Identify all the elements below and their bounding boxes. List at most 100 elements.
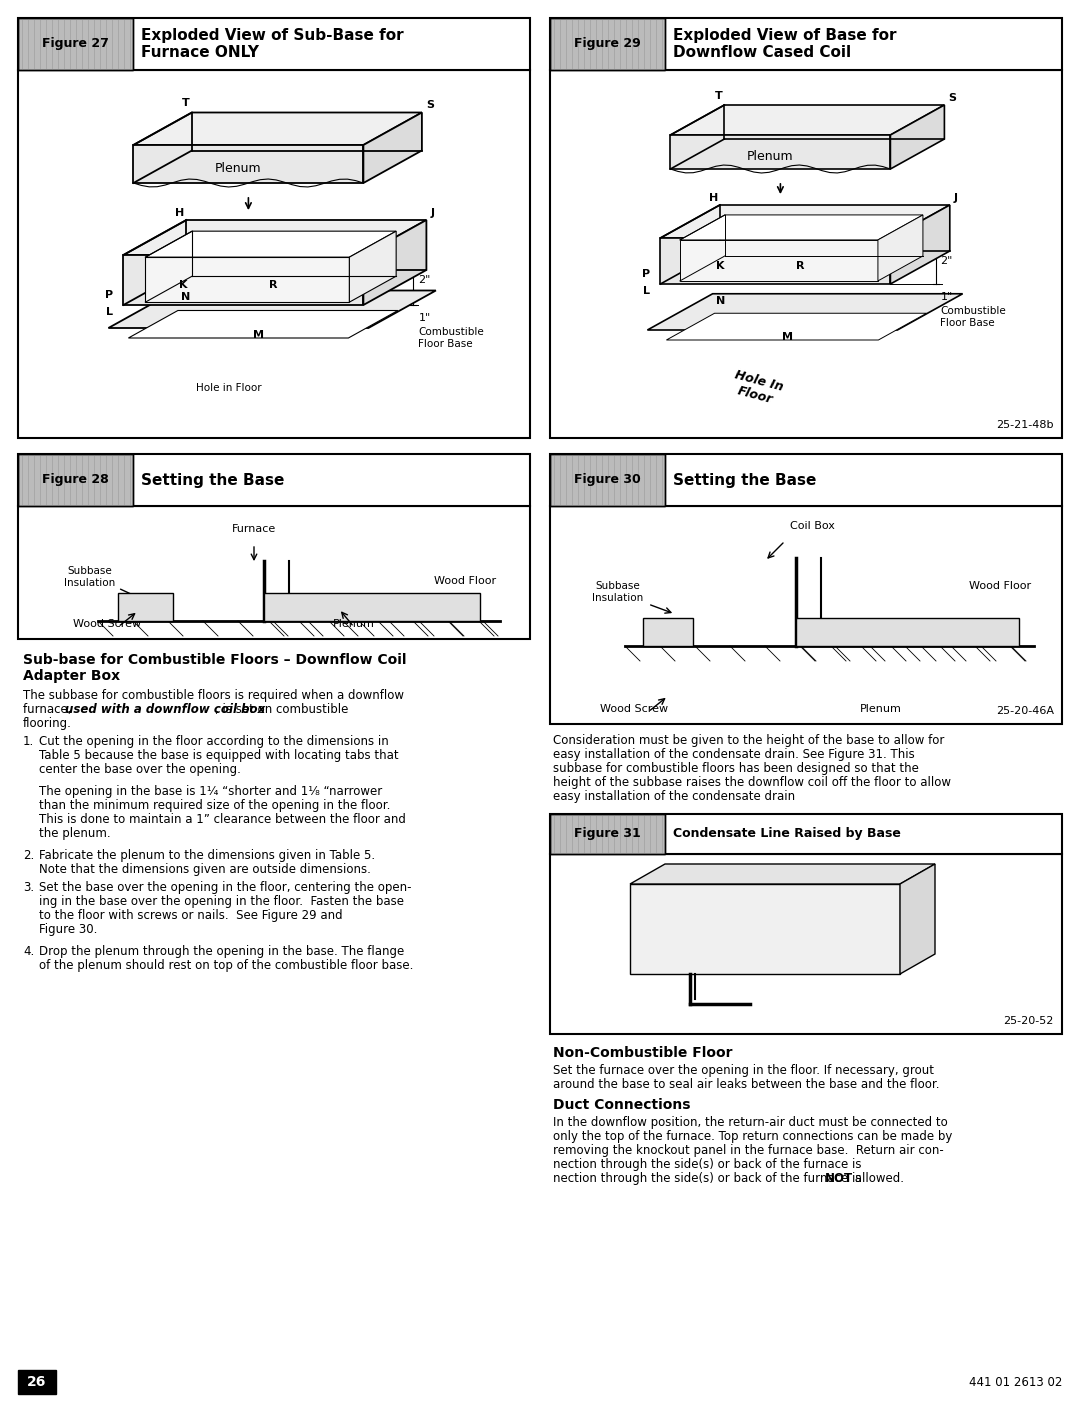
Bar (796, 618, 1020, 646)
Text: 2.: 2. (23, 850, 35, 862)
Text: Plenum: Plenum (747, 150, 794, 164)
Text: Furnace: Furnace (232, 524, 276, 534)
Polygon shape (129, 310, 397, 338)
Text: Figure 30: Figure 30 (575, 474, 640, 486)
Text: Wood Floor: Wood Floor (434, 576, 496, 586)
Bar (264, 593, 480, 621)
Text: used with a downflow coil box: used with a downflow coil box (65, 702, 266, 716)
Text: 4.: 4. (23, 945, 35, 958)
Text: around the base to seal air leaks between the base and the floor.: around the base to seal air leaks betwee… (553, 1078, 940, 1091)
Text: the plenum.: the plenum. (39, 827, 110, 840)
Text: H: H (708, 193, 718, 203)
Text: Cut the opening in the floor according to the dimensions in: Cut the opening in the floor according t… (39, 735, 389, 749)
Polygon shape (146, 257, 349, 303)
Text: Note that the dimensions given are outside dimensions.: Note that the dimensions given are outsi… (39, 864, 370, 876)
Polygon shape (680, 215, 923, 240)
Text: The subbase for combustible floors is required when a downflow: The subbase for combustible floors is re… (23, 688, 404, 702)
Polygon shape (660, 205, 949, 238)
Text: only the top of the furnace. Top return connections can be made by: only the top of the furnace. Top return … (553, 1130, 953, 1143)
Text: Setting the Base: Setting the Base (141, 472, 284, 488)
Text: Subbase
Insulation: Subbase Insulation (592, 580, 644, 603)
Bar (18, 18, 530, 70)
Text: 26: 26 (27, 1375, 46, 1389)
Text: Plenum: Plenum (860, 704, 902, 714)
Bar (18, 506, 530, 639)
Text: K: K (716, 261, 725, 271)
Text: Plenum: Plenum (333, 620, 375, 629)
Text: Set the base over the opening in the floor, centering the open-: Set the base over the opening in the flo… (39, 880, 411, 894)
Text: nection through the side(s) or back of the furnace is: nection through the side(s) or back of t… (553, 1158, 865, 1171)
Bar (118, 593, 173, 621)
Bar (550, 815, 665, 854)
Text: allowed.: allowed. (851, 1172, 904, 1185)
Polygon shape (666, 313, 927, 341)
Polygon shape (890, 205, 949, 285)
Bar (18, 454, 133, 506)
Text: 2": 2" (941, 257, 953, 266)
Text: 1.: 1. (23, 735, 35, 749)
Text: 25-20-52: 25-20-52 (1003, 1016, 1054, 1026)
Text: J: J (954, 193, 958, 203)
Text: R: R (796, 261, 805, 271)
Bar (550, 454, 665, 506)
Text: L: L (644, 286, 650, 296)
Text: Wood Floor: Wood Floor (969, 580, 1031, 592)
Text: Subbase
Insulation: Subbase Insulation (65, 566, 116, 587)
Text: Figure 28: Figure 28 (42, 474, 109, 486)
Bar (630, 885, 900, 974)
Bar (18, 70, 530, 437)
Polygon shape (134, 144, 363, 184)
Text: Exploded View of Sub-Base for
Furnace ONLY: Exploded View of Sub-Base for Furnace ON… (141, 28, 404, 60)
Text: S: S (948, 93, 957, 102)
Text: 1": 1" (418, 313, 431, 322)
Polygon shape (671, 105, 944, 135)
Text: , is set on combustible: , is set on combustible (215, 702, 349, 716)
Polygon shape (146, 231, 396, 257)
Text: Figure 31: Figure 31 (575, 827, 640, 841)
Polygon shape (647, 294, 962, 329)
Bar (550, 18, 665, 70)
Text: N: N (716, 296, 725, 306)
Text: Coil Box: Coil Box (789, 522, 835, 531)
Text: Non-Combustible Floor: Non-Combustible Floor (553, 1046, 732, 1060)
Polygon shape (123, 255, 363, 306)
Text: N: N (181, 293, 190, 303)
Polygon shape (660, 238, 890, 285)
Polygon shape (134, 112, 422, 144)
Polygon shape (363, 220, 427, 306)
Polygon shape (671, 135, 890, 170)
Bar (550, 454, 665, 506)
Text: Set the furnace over the opening in the floor. If necessary, grout: Set the furnace over the opening in the … (553, 1064, 934, 1077)
Text: Duct Connections: Duct Connections (553, 1098, 690, 1112)
Text: Plenum: Plenum (215, 163, 261, 175)
Bar (643, 618, 693, 646)
Text: S: S (426, 101, 434, 111)
Text: P: P (643, 269, 650, 279)
Bar (550, 854, 1062, 1035)
Polygon shape (630, 864, 935, 885)
Polygon shape (123, 220, 427, 255)
Text: R: R (269, 280, 278, 290)
Text: than the minimum required size of the opening in the floor.: than the minimum required size of the op… (39, 799, 390, 812)
Bar (18, 454, 133, 506)
Text: 25-21-48b: 25-21-48b (997, 421, 1054, 430)
Text: H: H (175, 207, 185, 217)
Polygon shape (349, 231, 396, 303)
Text: 3.: 3. (23, 880, 35, 894)
Text: Consideration must be given to the height of the base to allow for: Consideration must be given to the heigh… (553, 735, 944, 747)
Text: 441 01 2613 02: 441 01 2613 02 (969, 1375, 1062, 1388)
Text: Wood Screw: Wood Screw (73, 620, 141, 629)
Text: Hole in Floor: Hole in Floor (195, 383, 261, 393)
Text: M: M (253, 329, 264, 341)
Bar (550, 506, 1062, 723)
Text: P: P (105, 290, 113, 300)
Text: removing the knockout panel in the furnace base.  Return air con-: removing the knockout panel in the furna… (553, 1144, 944, 1157)
Text: easy installation of the condensate drain. See ​Figure 31. This: easy installation of the condensate drai… (553, 749, 915, 761)
Text: Wood Screw: Wood Screw (600, 704, 669, 714)
Bar (550, 815, 1062, 854)
Text: This is done to maintain a 1” clearance between the floor and: This is done to maintain a 1” clearance … (39, 813, 406, 826)
Text: to the floor with screws or nails.  See ​Figure 29 and: to the floor with screws or nails. See ​… (39, 908, 342, 923)
Text: M: M (782, 332, 793, 342)
Text: Figure 27: Figure 27 (42, 38, 109, 50)
Bar (550, 815, 665, 854)
